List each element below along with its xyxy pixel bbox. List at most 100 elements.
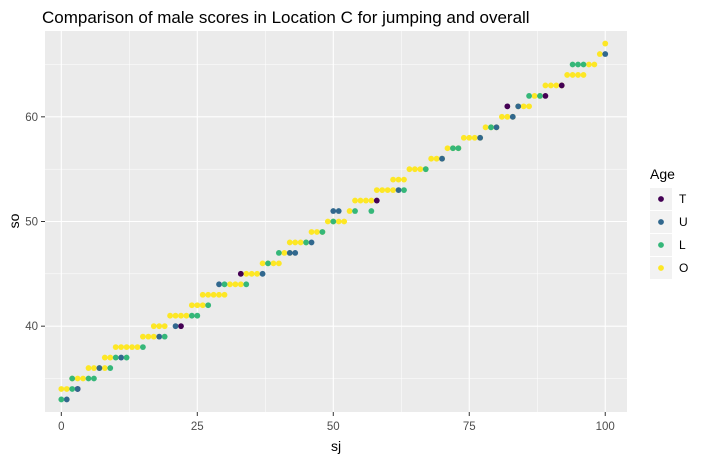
data-point bbox=[227, 281, 233, 288]
data-point bbox=[314, 229, 320, 235]
x-tick-label: 100 bbox=[596, 421, 615, 433]
data-point bbox=[188, 312, 195, 319]
data-point bbox=[80, 375, 86, 382]
data-point bbox=[123, 354, 130, 361]
data-point bbox=[542, 92, 549, 99]
data-point bbox=[69, 386, 76, 392]
data-point bbox=[547, 82, 554, 89]
data-point bbox=[471, 134, 478, 141]
data-points bbox=[58, 40, 609, 403]
data-point bbox=[482, 124, 489, 131]
x-tick-label: 25 bbox=[191, 421, 204, 433]
x-tick-label: 50 bbox=[327, 421, 340, 433]
data-point bbox=[373, 197, 380, 204]
data-point bbox=[91, 375, 97, 382]
data-point bbox=[156, 333, 163, 340]
data-point bbox=[221, 291, 228, 298]
legend-label: O bbox=[679, 261, 688, 275]
data-point bbox=[161, 333, 168, 340]
data-point bbox=[591, 61, 598, 68]
y-axis-title: so bbox=[6, 213, 22, 228]
data-point bbox=[205, 302, 212, 309]
data-point bbox=[575, 72, 581, 78]
data-point bbox=[319, 229, 326, 235]
data-point bbox=[428, 155, 435, 162]
data-point bbox=[346, 208, 353, 214]
data-point bbox=[107, 365, 114, 371]
data-point bbox=[248, 270, 255, 277]
data-point bbox=[150, 333, 157, 340]
data-point bbox=[602, 51, 609, 57]
data-point bbox=[74, 375, 81, 382]
data-point bbox=[118, 344, 125, 351]
data-point bbox=[379, 187, 386, 193]
data-point bbox=[357, 197, 364, 204]
data-point bbox=[575, 61, 581, 68]
data-point bbox=[112, 344, 119, 351]
data-point bbox=[368, 208, 375, 214]
data-point bbox=[140, 333, 146, 340]
data-point bbox=[390, 176, 397, 183]
data-point bbox=[537, 92, 543, 99]
data-point bbox=[286, 239, 293, 246]
data-point bbox=[237, 270, 244, 277]
data-point bbox=[596, 51, 603, 57]
data-point bbox=[275, 250, 282, 256]
data-point bbox=[531, 92, 538, 99]
data-point bbox=[444, 145, 451, 152]
data-point bbox=[439, 155, 445, 162]
data-point bbox=[194, 302, 201, 309]
data-point bbox=[308, 229, 315, 235]
data-point bbox=[270, 260, 277, 267]
data-point bbox=[172, 312, 179, 319]
data-point bbox=[259, 260, 266, 267]
data-point bbox=[63, 396, 70, 403]
data-point bbox=[205, 291, 212, 298]
data-point bbox=[542, 82, 549, 89]
series-U bbox=[63, 51, 609, 403]
data-point bbox=[292, 239, 299, 246]
data-point bbox=[259, 270, 266, 277]
data-point bbox=[586, 61, 592, 68]
data-point bbox=[526, 92, 532, 99]
data-point bbox=[150, 323, 157, 330]
data-point bbox=[178, 312, 184, 319]
data-point bbox=[74, 386, 81, 392]
data-point bbox=[352, 208, 358, 214]
data-point bbox=[558, 82, 565, 89]
data-point bbox=[172, 323, 179, 330]
data-point bbox=[216, 281, 222, 288]
legend-key-marker bbox=[658, 242, 664, 248]
data-point bbox=[602, 40, 609, 47]
data-point bbox=[161, 323, 168, 330]
data-point bbox=[335, 218, 342, 225]
data-point bbox=[243, 270, 250, 277]
y-tick-label: 60 bbox=[25, 112, 38, 124]
data-point bbox=[194, 312, 201, 319]
data-point bbox=[401, 187, 407, 193]
legend-key-marker bbox=[658, 219, 664, 225]
data-point bbox=[569, 61, 576, 68]
x-axis-title: sj bbox=[331, 438, 341, 454]
legend-key-marker bbox=[658, 196, 664, 202]
data-point bbox=[341, 218, 348, 225]
data-point bbox=[216, 291, 222, 298]
data-point bbox=[384, 187, 391, 193]
x-tick-label: 0 bbox=[58, 421, 64, 433]
data-point bbox=[145, 333, 152, 340]
data-point bbox=[107, 354, 114, 361]
data-point bbox=[188, 302, 195, 309]
data-point bbox=[123, 344, 130, 351]
data-point bbox=[243, 281, 250, 288]
data-point bbox=[330, 218, 337, 225]
data-point bbox=[401, 176, 407, 183]
data-point bbox=[156, 323, 163, 330]
x-tick-label: 75 bbox=[463, 421, 476, 433]
data-point bbox=[167, 312, 174, 319]
data-point bbox=[395, 187, 402, 193]
data-point bbox=[504, 103, 511, 110]
data-point bbox=[91, 365, 97, 371]
data-point bbox=[183, 312, 190, 319]
data-point bbox=[140, 344, 146, 351]
